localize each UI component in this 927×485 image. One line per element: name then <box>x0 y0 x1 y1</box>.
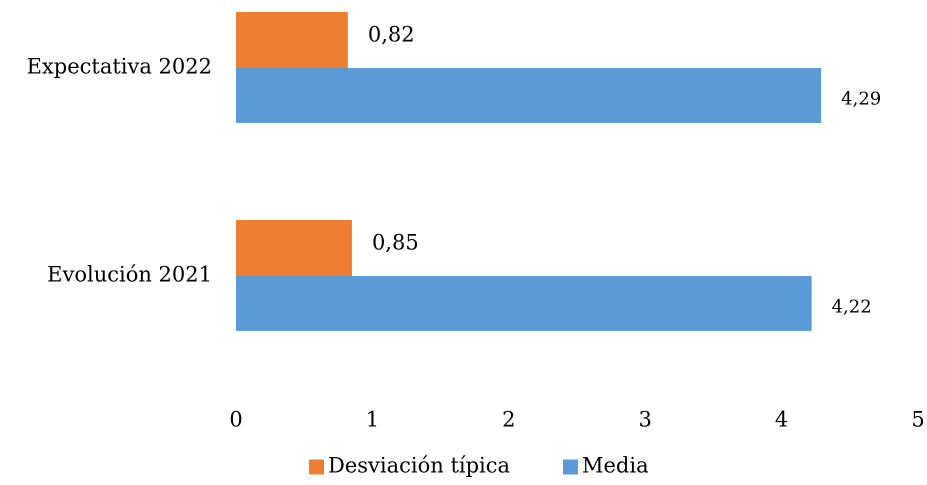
x-tick-label: 3 <box>639 408 652 432</box>
x-tick-label: 2 <box>502 408 515 432</box>
bar-desviacion-tipica-evolucion-2021 <box>236 220 352 276</box>
bar-media-evolucion-2021 <box>236 276 812 331</box>
x-tick-label: 1 <box>366 408 379 432</box>
legend-swatch-media <box>563 459 578 475</box>
data-label-desviacion-tipica-evolucion-2021: 0,85 <box>372 231 419 255</box>
x-tick-label: 5 <box>911 408 924 432</box>
bar-desviacion-tipica-expectativa-2022 <box>236 12 348 68</box>
data-label-desviacion-tipica-expectativa-2022: 0,82 <box>368 23 415 47</box>
x-tick-label: 0 <box>229 408 242 432</box>
data-label-media-expectativa-2022: 4,29 <box>841 89 881 110</box>
bar-media-expectativa-2022 <box>236 68 822 123</box>
data-label-media-evolucion-2021: 4,22 <box>832 297 872 318</box>
category-label-expectativa-2022: Expectativa 2022 <box>27 55 212 79</box>
category-label-evolucion-2021: Evolución 2021 <box>47 263 212 287</box>
legend-label-media: Media <box>582 454 649 478</box>
x-tick-label: 4 <box>775 408 788 432</box>
legend-swatch-desviacion-tipica <box>309 459 324 475</box>
legend-label-desviacion-tipica: Desviación típica <box>328 454 510 478</box>
